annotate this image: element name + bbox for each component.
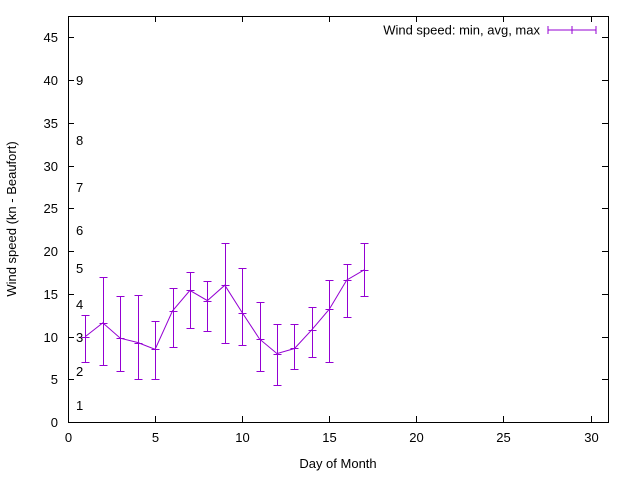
beaufort-tick-label: 2 [76, 364, 83, 379]
beaufort-tick-label: 4 [76, 297, 83, 312]
y-tick-label: 35 [44, 116, 58, 131]
chart-legend: Wind speed: min, avg, max [383, 23, 597, 38]
data-series-layer [81, 243, 369, 386]
x-tick-label: 25 [496, 430, 510, 445]
beaufort-tick-label: 9 [76, 73, 83, 88]
data-point-marker [308, 326, 317, 335]
error-bar [134, 295, 143, 380]
error-bar [169, 288, 178, 348]
legend-label: Wind speed: min, avg, max [383, 23, 540, 38]
error-bar [325, 280, 334, 363]
y-tick-label: 15 [44, 287, 58, 302]
x-tick-label: 30 [584, 430, 598, 445]
error-bar [238, 268, 247, 346]
data-point-marker [238, 309, 247, 318]
series-line-0 [85, 269, 365, 355]
y-tick-label: 0 [51, 415, 58, 430]
data-point-marker [186, 286, 195, 295]
data-point-marker [256, 335, 265, 344]
data-point-marker [360, 266, 369, 275]
beaufort-tick-label: 5 [76, 261, 83, 276]
data-point-marker [203, 297, 212, 306]
beaufort-tick-label: 1 [76, 398, 83, 413]
y-tick-label: 40 [44, 73, 58, 88]
data-point-marker [81, 333, 90, 342]
data-point-marker [134, 339, 143, 348]
error-bar [343, 264, 352, 318]
y-tick-label: 20 [44, 244, 58, 259]
beaufort-tick-label: 3 [76, 330, 83, 345]
data-point-marker [169, 307, 178, 316]
data-point-marker [116, 334, 125, 343]
x-tick-label: 0 [65, 430, 72, 445]
x-axis-ticks: 0 5 10 15 20 25 30 [65, 16, 599, 445]
beaufort-tick-label: 8 [76, 133, 83, 148]
error-bar [221, 243, 230, 344]
y-tick-label: 30 [44, 159, 58, 174]
data-point-marker [290, 344, 299, 353]
x-tick-label: 10 [235, 430, 249, 445]
data-point-marker [325, 305, 334, 314]
error-bar [186, 272, 195, 329]
plot-frame [68, 16, 609, 423]
y-tick-label: 25 [44, 201, 58, 216]
data-point-marker [151, 345, 160, 354]
x-tick-label: 5 [152, 430, 159, 445]
x-axis-title: Day of Month [299, 456, 376, 471]
data-point-marker [273, 350, 282, 359]
beaufort-tick-label: 7 [76, 180, 83, 195]
error-bar [203, 281, 212, 332]
x-tick-label: 15 [322, 430, 336, 445]
y-tick-label: 5 [51, 372, 58, 387]
data-point-marker [343, 276, 352, 285]
x-tick-label: 20 [409, 430, 423, 445]
y-axis-title: Wind speed (kn - Beaufort) [4, 141, 19, 296]
y-tick-label: 45 [44, 30, 58, 45]
y-tick-label: 10 [44, 330, 58, 345]
beaufort-tick-label: 6 [76, 223, 83, 238]
beaufort-axis-ticks: 1 2 3 4 5 6 7 8 9 [76, 73, 83, 413]
error-bar [116, 296, 125, 372]
plot-border [68, 16, 609, 423]
data-point-marker [221, 281, 230, 290]
data-point-marker [99, 319, 108, 328]
